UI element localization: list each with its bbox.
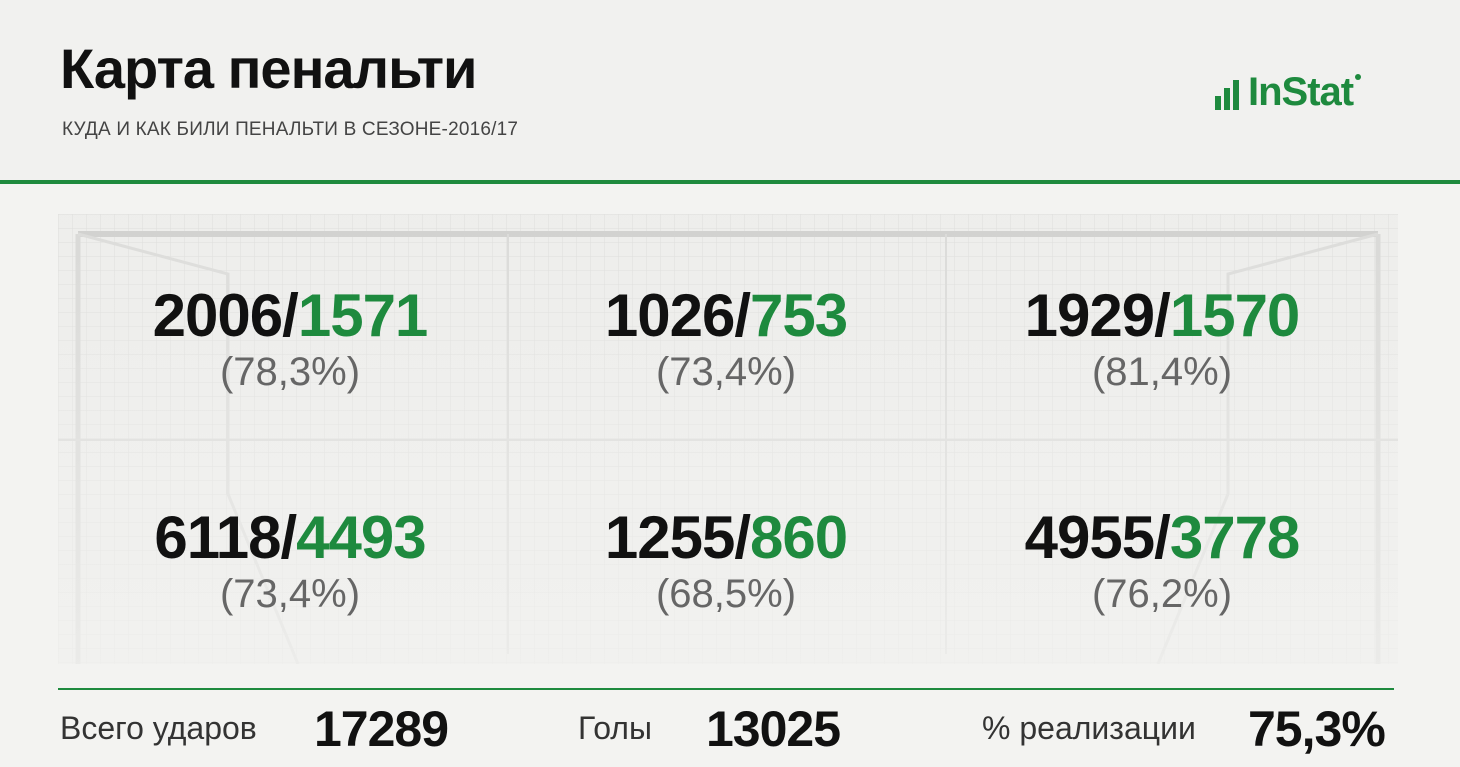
zone-percentage: (73,4%)	[219, 572, 361, 616]
zone-ratio: 2006/1571	[152, 282, 429, 349]
page-subtitle: КУДА И КАК БИЛИ ПЕНАЛЬТИ В СЕЗОНЕ-2016/1…	[62, 119, 519, 140]
zone-shots: 2006	[152, 282, 283, 349]
zone-goals: 1570	[1169, 282, 1300, 349]
instat-logo: InStat	[1215, 70, 1415, 115]
zone-shots: 1929	[1024, 282, 1155, 349]
zone-goals: 1571	[297, 282, 428, 349]
goal-net: 2006/1571 (78,3%) 1026/753 (73,4%) 1929/…	[58, 214, 1398, 664]
total-shots-value: 17289	[314, 701, 449, 757]
footer-divider	[58, 688, 1394, 690]
goal-net-graphic	[58, 214, 1398, 664]
zone-ratio: 4955/3778	[1024, 504, 1301, 571]
logo-text: InStat	[1248, 70, 1354, 114]
goals-value: 13025	[706, 701, 841, 757]
zone-goals: 860	[750, 504, 848, 571]
zone-ratio: 1255/860	[604, 504, 848, 571]
logo-dot-icon	[1355, 74, 1362, 80]
total-shots-label: Всего ударов	[60, 710, 257, 746]
zone-shots: 1255	[604, 504, 735, 571]
zone-ratio: 1026/753	[604, 282, 848, 349]
zone-bottom-center: 1255/860 (68,5%)	[506, 504, 946, 616]
zone-bottom-left: 6118/4493 (73,4%)	[70, 504, 510, 616]
zone-top-right: 1929/1570 (81,4%)	[942, 282, 1382, 394]
zone-top-left: 2006/1571 (78,3%)	[70, 282, 510, 394]
zone-percentage: (76,2%)	[1091, 572, 1233, 616]
zone-top-center: 1026/753 (73,4%)	[506, 282, 946, 394]
header-divider	[0, 180, 1460, 184]
zone-percentage: (73,4%)	[655, 350, 797, 394]
zone-bottom-right: 4955/3778 (76,2%)	[942, 504, 1382, 616]
zone-percentage: (68,5%)	[655, 572, 797, 616]
conversion-label: % реализации	[982, 710, 1196, 746]
header: Карта пенальти КУДА И КАК БИЛИ ПЕНАЛЬТИ …	[0, 0, 1460, 182]
zone-goals: 753	[750, 282, 848, 349]
zone-shots: 6118	[154, 504, 281, 571]
zone-shots: 1026	[604, 282, 735, 349]
zone-percentage: (78,3%)	[219, 350, 361, 394]
zone-shots: 4955	[1024, 504, 1155, 571]
conversion-value: 75,3%	[1248, 701, 1386, 757]
page-title: Карта пенальти	[60, 37, 477, 100]
zone-percentage: (81,4%)	[1091, 350, 1233, 394]
logo-bars-icon	[1215, 76, 1242, 110]
zone-goals: 3778	[1169, 504, 1300, 571]
zone-ratio: 1929/1570	[1024, 282, 1301, 349]
goals-label: Голы	[578, 710, 652, 746]
zone-ratio: 6118/4493	[154, 504, 426, 571]
zone-goals: 4493	[296, 504, 426, 571]
